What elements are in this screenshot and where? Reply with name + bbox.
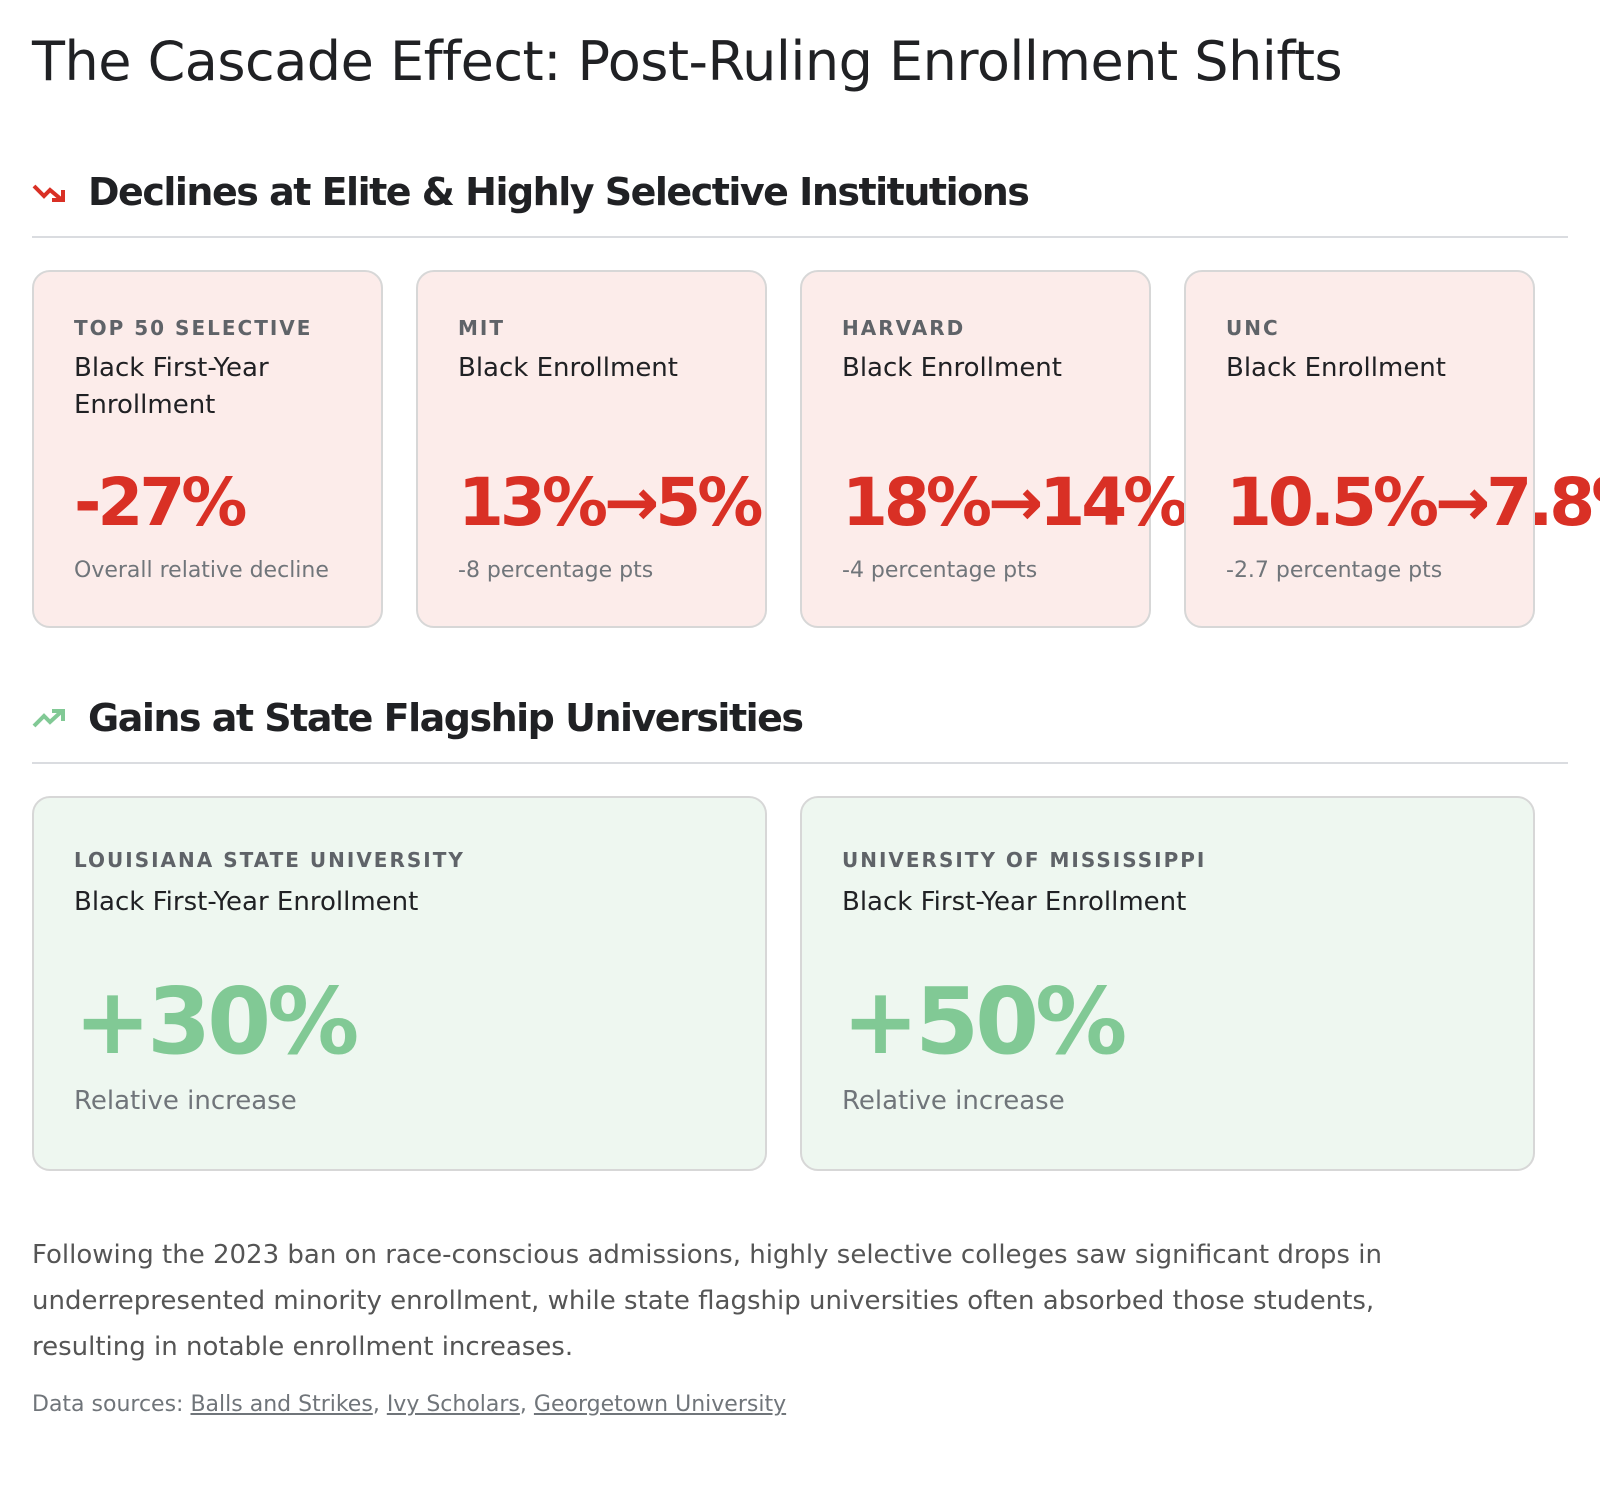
sources-label: Data sources: <box>32 1392 184 1417</box>
source-link[interactable]: Ivy Scholars <box>386 1392 520 1417</box>
card-label: UNC <box>1226 316 1280 340</box>
card-value: 13%→5% <box>458 464 763 541</box>
card-row: LOUISIANA STATE UNIVERSITY Black First-Ye… <box>32 796 1568 1171</box>
card-row: TOP 50 SELECTIVE Black First-Year Enrollm… <box>32 270 1600 628</box>
card-metric: Black Enrollment <box>1226 353 1446 383</box>
card-metric: Black Enrollment <box>458 353 678 383</box>
section-header: Declines at Elite & Highly Selective Ins… <box>32 162 1568 238</box>
card-value: -27% <box>74 464 247 541</box>
card-metric: Black Enrollment <box>842 353 1062 383</box>
down-trend-icon <box>32 184 65 202</box>
section-heading: Declines at Elite & Highly Selective Ins… <box>88 170 1030 214</box>
card-label: LOUISIANA STATE UNIVERSITY <box>74 848 465 872</box>
separator: , <box>372 1392 380 1417</box>
card-note: Relative increase <box>842 1086 1065 1116</box>
summary: Following the 2023 ban on race-conscious… <box>32 1240 1382 1362</box>
card-note: -4 percentage pts <box>842 558 1038 583</box>
card-value: 18%→14% <box>842 464 1189 541</box>
card-value: +50% <box>842 968 1127 1075</box>
card-value: +30% <box>74 968 359 1075</box>
page-title: The Cascade Effect: Post-Ruling Enrollme… <box>32 30 1343 93</box>
gain-section: Gains at State Flagship Universities LOU… <box>32 688 1568 1171</box>
stat-card: HARVARD Black Enrollment 18%→14% -4 percent… <box>800 270 1189 628</box>
card-note: Relative increase <box>74 1086 297 1116</box>
decline-section: Declines at Elite & Highly Selective Ins… <box>32 162 1600 628</box>
card-label: MIT <box>458 316 505 340</box>
section-heading: Gains at State Flagship Universities <box>88 696 804 740</box>
stat-card: TOP 50 SELECTIVE Black First-Year Enrollm… <box>32 270 383 628</box>
card-metric: Black First-Year Enrollment <box>74 353 269 420</box>
source-links: Balls and Strikes, Ivy Scholars, Georget… <box>190 1392 786 1417</box>
card-note: Overall relative decline <box>74 558 329 583</box>
card-metric: Black First-Year Enrollment <box>842 887 1187 917</box>
card-label: HARVARD <box>842 316 966 340</box>
card-note: -8 percentage pts <box>458 558 654 583</box>
card-label: TOP 50 SELECTIVE <box>74 316 313 340</box>
separator: , <box>519 1392 527 1417</box>
section-header: Gains at State Flagship Universities <box>32 688 1568 764</box>
card-note: -2.7 percentage pts <box>1226 558 1443 583</box>
stat-card: MIT Black Enrollment 13%→5% -8 percentage p… <box>416 270 767 628</box>
sources: Data sources: Balls and Strikes, Ivy Sch… <box>32 1392 786 1417</box>
source-link[interactable]: Georgetown University <box>533 1392 787 1417</box>
card-metric: Black First-Year Enrollment <box>74 887 419 917</box>
card-value: 10.5%→7.8% <box>1226 464 1600 541</box>
stat-card: UNIVERSITY OF MISSISSIPPI Black First-Yea… <box>800 796 1535 1171</box>
up-trend-icon <box>32 709 65 728</box>
stat-card: LOUISIANA STATE UNIVERSITY Black First-Ye… <box>32 796 767 1171</box>
source-link[interactable]: Balls and Strikes <box>190 1392 373 1417</box>
stat-card: UNC Black Enrollment 10.5%→7.8% -2.7 percen… <box>1184 270 1600 628</box>
card-label: UNIVERSITY OF MISSISSIPPI <box>842 848 1207 872</box>
